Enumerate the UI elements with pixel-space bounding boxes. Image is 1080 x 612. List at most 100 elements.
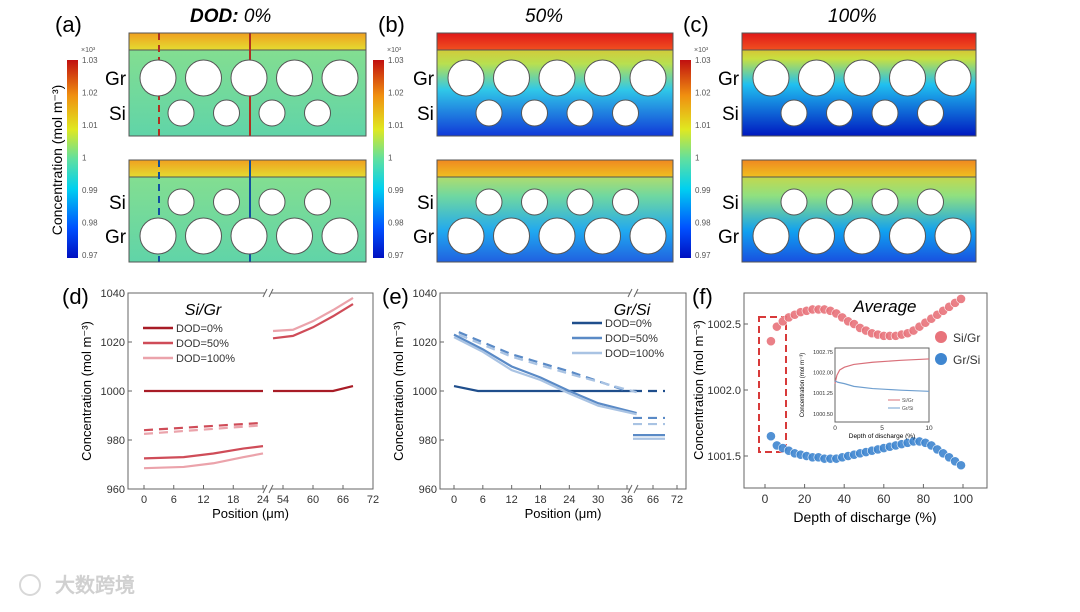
y-tick-label: 1000: [413, 386, 437, 398]
silicon-particle: [167, 188, 195, 216]
series-line-dod-100--dashed: [458, 333, 637, 394]
heatmap-c-si-gr: Gr Si: [718, 32, 977, 137]
silicon-particle: [167, 99, 195, 127]
x-tick-label: 72: [671, 494, 683, 506]
legend-label: DOD=50%: [176, 338, 229, 350]
graphite-particle: [447, 217, 485, 255]
graphite-particle: [230, 217, 268, 255]
chart-title: Average: [852, 297, 916, 316]
silicon-particle: [304, 99, 331, 127]
x-tick-label: 24: [257, 494, 269, 506]
x-axis-label: Position (μm): [525, 506, 602, 521]
separator-band: [742, 160, 976, 177]
layer-label-si: Si: [109, 104, 126, 125]
x-tick-label: 100: [953, 492, 973, 506]
silicon-particle: [917, 188, 944, 216]
graphite-particle: [843, 217, 881, 255]
x-tick-label: 40: [838, 492, 852, 506]
y-axis-label: Concentration (mol m⁻³): [79, 321, 94, 461]
silicon-particle: [780, 188, 808, 216]
silicon-particle: [612, 99, 639, 127]
colorbar-tick: 1.02: [388, 89, 404, 98]
x-tick-label: 20: [798, 492, 812, 506]
chart-d-si-gr: 960 980 1000 1020 1040 0 6 12 18 24 54 60 66 72 Positi…: [79, 288, 379, 521]
panel-title-a: DOD: 0%: [190, 6, 271, 27]
graphite-particle: [139, 59, 177, 97]
x-tick-label: 18: [227, 494, 239, 506]
inset-x-tick-label: 5: [880, 425, 884, 432]
layer-label-si: Si: [417, 193, 434, 214]
colorbar-exponent: ×10³: [81, 47, 96, 54]
chart-title: Si/Gr: [185, 302, 222, 319]
silicon-particle: [612, 188, 639, 216]
series-line-dod-50--solid: [143, 445, 264, 460]
legend-label: Si/Gr: [953, 331, 980, 345]
graphite-particle: [321, 59, 359, 97]
x-tick-label: 60: [307, 494, 319, 506]
x-tick-label: 80: [917, 492, 931, 506]
colorbar-label: Concentration (mol m⁻³): [49, 85, 65, 236]
silicon-particle: [566, 99, 594, 127]
silicon-particle: [521, 188, 548, 216]
separator-band: [742, 33, 976, 50]
colorbar-tick: 0.99: [388, 186, 404, 195]
legend-label: Gr/Si: [953, 353, 980, 367]
graphite-particle: [538, 59, 576, 97]
legend-label: DOD=0%: [176, 323, 223, 335]
colorbar-tick: 1.01: [82, 121, 98, 130]
graphite-particle: [538, 217, 576, 255]
panel-title-a-bold: DOD:: [190, 6, 239, 27]
axis-break: [265, 290, 271, 296]
layer-label-gr: Gr: [718, 227, 740, 248]
graphite-particle: [934, 217, 972, 255]
silicon-particle: [304, 188, 331, 216]
inset-chart: 1000.50 1001.25 1002.00 1002.75 0 5 10 Depth of…: [800, 347, 933, 440]
heatmap-b-si-gr: Gr Si: [413, 32, 674, 137]
silicon-particle: [475, 188, 503, 216]
graphite-particle: [447, 59, 485, 97]
layer-label-si: Si: [109, 193, 126, 214]
x-tick-label: 66: [647, 494, 659, 506]
graphite-particle: [752, 59, 790, 97]
graphite-particle: [185, 217, 222, 255]
silicon-particle: [258, 188, 286, 216]
y-tick-label: 1002.5: [707, 319, 741, 331]
colorbar-tick: 1.03: [695, 56, 711, 65]
graphite-particle: [934, 59, 972, 97]
panel-label-c: (c): [683, 12, 709, 37]
silicon-particle: [213, 188, 240, 216]
colorbar-tick: 1.02: [82, 89, 98, 98]
layer-label-gr: Gr: [718, 69, 740, 90]
axis-break: [265, 486, 271, 492]
inset-y-tick-label: 1002.00: [813, 371, 833, 377]
colorbar-tick: 0.97: [388, 251, 404, 260]
colorbar-tick: 1.01: [388, 121, 404, 130]
series-line-dod-100--dashed: [143, 424, 264, 435]
graphite-particle: [276, 59, 313, 97]
graphite-particle: [798, 217, 835, 255]
silicon-particle: [826, 188, 853, 216]
heatmap-a-gr-si: Gr Si: [105, 159, 367, 263]
graphite-particle: [629, 59, 667, 97]
legend-marker: [935, 331, 947, 343]
colorbar-tick: 1.02: [695, 89, 711, 98]
axis-break: [630, 486, 636, 492]
panel-label-a: (a): [55, 12, 82, 37]
y-tick-label: 1020: [101, 337, 125, 349]
legend-label: DOD=0%: [605, 318, 652, 330]
x-tick-label: 36: [621, 494, 633, 506]
colorbar-tick: 0.98: [388, 219, 404, 228]
inset-legend-label: Si/Gr: [902, 398, 914, 404]
series-line-dod-0--solid: [453, 385, 637, 393]
x-tick-label: 54: [277, 494, 289, 506]
legend-marker: [935, 353, 947, 365]
layer-label-si: Si: [722, 104, 739, 125]
x-axis-label: Depth of discharge (%): [793, 509, 936, 525]
watermark-logo-icon: [19, 574, 41, 596]
inset-x-tick-label: 10: [925, 425, 933, 432]
graphite-particle: [629, 217, 667, 255]
graphite-particle: [584, 217, 621, 255]
silicon-particle: [521, 99, 548, 127]
x-tick-label: 24: [563, 494, 575, 506]
